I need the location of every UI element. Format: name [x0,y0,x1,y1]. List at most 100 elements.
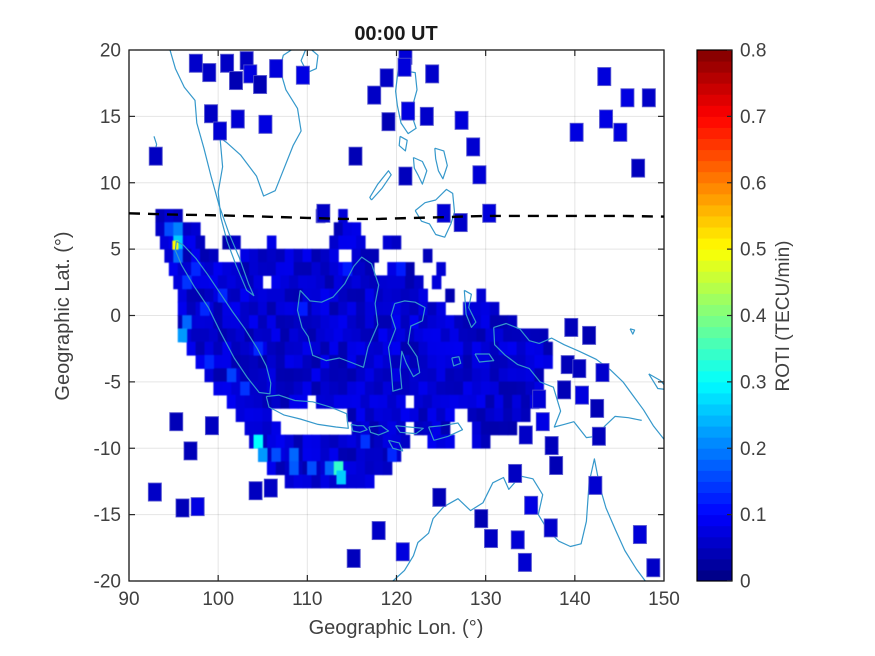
cluster-cell [356,474,366,489]
isolated-roti-patch [620,88,635,108]
enhanced-cell [324,461,335,476]
cluster-cell [280,394,290,409]
colorbar-step [697,193,732,206]
cluster-cell [489,421,500,436]
cluster-cell [418,381,429,396]
x-tick-label: 120 [381,589,413,610]
x-axis-label: Geographic Lon. (°) [309,617,484,639]
colorbar-step [697,259,732,272]
cluster-cell [320,474,330,489]
coastline [369,170,392,201]
cluster-cell [266,355,277,369]
isolated-roti-patch [588,475,603,495]
cluster-cell [431,394,442,409]
cluster-cell [471,315,482,330]
cluster-cell [275,381,286,396]
cluster-cell [275,434,286,449]
isolated-roti-patch [346,548,361,568]
y-tick-label: -10 [94,439,121,460]
isolated-roti-patch [466,137,481,157]
cluster-cell [356,461,366,476]
cluster-cell [364,315,375,330]
colorbar-step [697,104,732,117]
cluster-cell [387,421,397,436]
isolated-roti-patch [381,112,396,132]
cluster-cell [240,288,250,303]
cluster-cell [471,368,482,383]
cluster-cell [364,474,375,489]
isolated-roti-patch [248,481,263,501]
cluster-cell [409,315,420,330]
cluster-cell [253,275,264,290]
cluster-cell [373,368,384,383]
cluster-cell [262,328,272,343]
cluster-cell [338,447,348,462]
y-tick-label: 15 [100,107,121,128]
cluster-cell [222,341,232,356]
cluster-cell [507,341,518,356]
coastline [648,373,664,390]
cluster-cell [298,328,308,343]
cluster-cell [222,381,232,396]
colorbar-tick-label: 0 [740,572,751,593]
cluster-cell [347,368,357,383]
isolated-roti-patch [263,478,278,498]
dip-equator-dashes [129,212,664,221]
cluster-cell [275,315,286,330]
enhanced-cell [173,222,183,237]
cluster-cell [364,368,375,383]
magnetic-dip-equator-line [129,212,664,221]
cluster-cell [427,368,437,383]
cluster-cell [480,368,491,383]
cluster-cell [351,275,362,290]
coastline [296,256,380,368]
cluster-cell [266,341,277,356]
colorbar-step [697,115,732,128]
enhanced-cell [387,447,397,462]
cluster-cell [498,315,509,330]
x-tick-label: 100 [202,589,234,610]
cluster-cell [427,315,437,330]
y-tick-label: -15 [94,505,121,526]
cluster-cell [356,447,366,462]
cluster-cell [489,381,500,396]
cluster-cell [427,408,437,422]
isolated-roti-patch [524,495,539,515]
cluster-cell [373,315,384,330]
cluster-cell [347,301,357,316]
cluster-cell [364,288,375,303]
colorbar-step [697,281,732,294]
cluster-cell [284,368,295,383]
cluster-cell [382,368,393,383]
cluster-cell [244,408,255,422]
y-tick-label: 10 [100,173,121,194]
cluster-cell [249,355,259,369]
cluster-cell [364,355,375,369]
enhanced-cell [217,288,228,303]
cluster-cell [525,368,536,383]
isolated-roti-patch [613,122,628,142]
isolated-roti-patch [258,114,273,134]
cluster-cell [293,288,304,303]
cluster-cell [200,275,210,290]
cluster-cell [231,355,241,369]
cluster-cell [204,341,215,356]
x-tick-label: 150 [648,589,680,610]
cluster-cell [445,315,455,330]
colorbar-step [697,326,732,339]
cluster-cell [351,222,362,237]
cluster-cell [289,275,299,290]
cluster-cell [249,381,259,396]
colorbar-step [697,370,732,383]
cluster-cell [454,368,464,383]
cluster-cell [338,381,348,396]
x-tick-label: 130 [470,589,502,610]
cluster-cell [302,381,313,396]
cluster-cell [240,368,250,383]
cluster-cell [320,341,330,356]
cluster-cell [204,315,215,330]
cluster-cell [213,368,223,383]
isolated-roti-patch [395,542,410,562]
isolated-roti-patch [397,57,412,77]
cluster-cell [329,262,339,276]
